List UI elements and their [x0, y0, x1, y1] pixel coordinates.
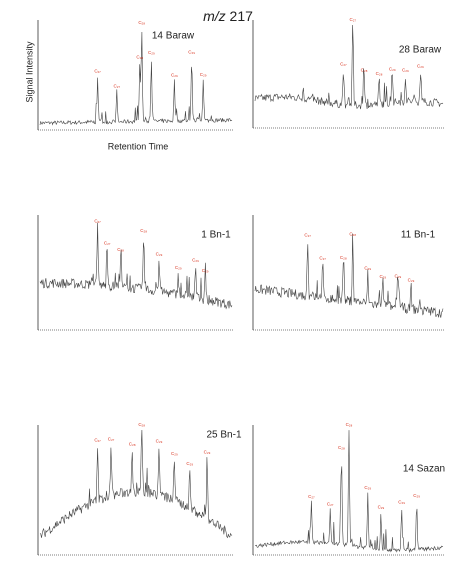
peak-label: C₂₈	[117, 247, 124, 252]
peak-label: C₂₉	[156, 252, 163, 257]
panel-label: 25 Bn-1	[206, 430, 241, 441]
peak-label: C₂₈	[346, 422, 353, 427]
peak-label: C₂₉	[379, 274, 386, 279]
chromatogram-trace	[254, 233, 444, 318]
peak-label: C₂₉	[394, 274, 401, 279]
peak-label: C₂₇	[340, 62, 347, 67]
peak-label: C₂₈	[129, 442, 136, 447]
peak-label: C₂₉	[171, 72, 178, 77]
peak-label: C₂₉	[175, 265, 182, 270]
peak-label: C₂₉	[389, 67, 396, 72]
peak-label: C₂₇	[94, 68, 101, 73]
peak-label: C₂₉	[192, 258, 199, 263]
peak-label: C₂₉	[413, 493, 420, 498]
peak-label: C₂₉	[171, 451, 178, 456]
panel-label: 14 Baraw	[152, 31, 195, 42]
chromatogram-trace	[39, 429, 233, 539]
peak-label: C₂₉	[417, 63, 424, 68]
peak-label: C₂₇	[94, 438, 101, 443]
peak-label: C₂₈	[361, 67, 368, 72]
peak-label: C₂₈	[138, 20, 145, 25]
peak-label: C₂₉	[202, 268, 209, 273]
peak-label: C₂₈	[349, 232, 356, 237]
peak-label: C₂₉	[200, 72, 207, 77]
peak-label: C₂₇	[114, 83, 121, 88]
panel-label: 1 Bn-1	[201, 230, 231, 241]
peak-label: C₂₇	[308, 494, 315, 499]
peak-label: C₂₉	[402, 68, 409, 73]
peak-label: C₂₇	[327, 501, 334, 506]
chromatogram-trace	[254, 430, 444, 553]
panel-label: 14 Sazan	[403, 464, 445, 475]
peak-label: C₂₉	[408, 278, 415, 283]
peak-label: C₂₉	[364, 266, 371, 271]
title-italic: m/z	[203, 8, 226, 24]
title-rest: 217	[230, 8, 254, 24]
peak-label: C₂₈	[340, 255, 347, 260]
peak-label: C₂₈	[138, 422, 145, 427]
peak-label: C₂₇	[319, 256, 326, 261]
peak-label: C₂₈	[338, 445, 345, 450]
peak-label: C₂₇	[104, 240, 111, 245]
peak-label: C₂₈	[136, 54, 143, 59]
peak-label: C₂₉	[364, 485, 371, 490]
peak-label: C₂₉	[156, 438, 163, 443]
x-axis-label: Retention Time	[108, 141, 169, 151]
peak-label: C₂₇	[94, 218, 101, 223]
panel-label: 11 Bn-1	[401, 230, 436, 241]
chromatogram-trace	[254, 24, 444, 110]
peak-label: C₂₉	[148, 50, 155, 55]
chromatogram-trace	[39, 31, 233, 126]
peak-label: C₂₉	[204, 450, 211, 455]
chromatogram-trace	[39, 222, 233, 310]
peak-label: C₂₇	[349, 17, 356, 22]
panel-label: 28 Baraw	[399, 45, 442, 56]
peak-label: C₂₇	[304, 232, 311, 237]
y-axis-label: Signal Intensity	[24, 41, 34, 103]
peak-label: C₂₉	[186, 461, 193, 466]
peak-label: C₂₈	[140, 228, 147, 233]
peak-label: C₂₉	[188, 50, 195, 55]
peak-label: C₂₇	[108, 437, 115, 442]
figure-title: m/z 217	[203, 8, 253, 24]
peak-label: C₂₉	[378, 505, 385, 510]
peak-label: C₂₉	[398, 499, 405, 504]
peak-label: C₂₈	[376, 71, 383, 76]
